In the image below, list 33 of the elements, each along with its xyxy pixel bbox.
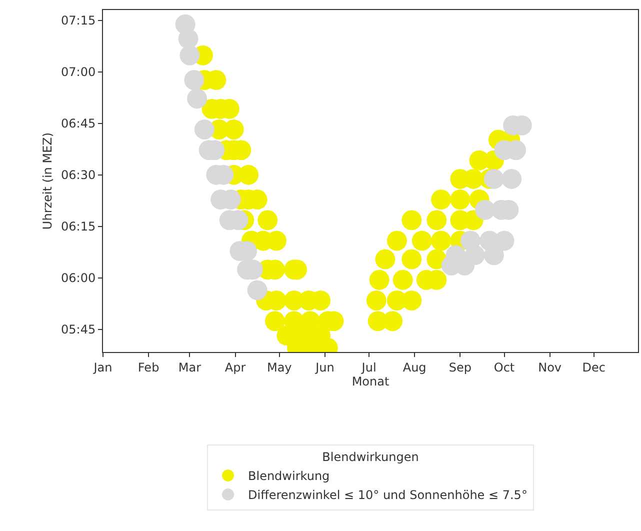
point — [194, 119, 214, 140]
point — [184, 70, 204, 90]
x-tick-label: Jan — [92, 360, 112, 374]
x-tick-label: May — [266, 360, 292, 374]
x-tick-label: Sep — [448, 360, 472, 374]
point — [475, 200, 496, 220]
x-tick-label: Oct — [494, 360, 515, 374]
x-tick-label: Feb — [138, 360, 160, 374]
y-tick-label: 06:00 — [61, 271, 96, 286]
x-tick-label: Apr — [224, 360, 246, 374]
legend-title: Blendwirkungen — [322, 450, 419, 464]
x-tick-label: Dec — [582, 360, 606, 374]
y-tick-label: 06:45 — [61, 116, 96, 131]
x-tick-label: Jun — [314, 360, 334, 374]
x-tick-label: Jul — [360, 360, 376, 374]
y-axis-title: Uhrzeit (in MEZ) — [40, 132, 54, 230]
point — [484, 168, 504, 189]
point — [247, 280, 268, 300]
point — [187, 88, 208, 109]
x-tick-label: Nov — [538, 360, 562, 374]
legend-label: Blendwirkung — [248, 469, 330, 484]
x-tick-label: Aug — [402, 360, 426, 374]
y-tick-label: 05:45 — [61, 322, 96, 337]
y-tick-label: 07:00 — [61, 65, 96, 80]
legend-label: Differenzwinkel ≤ 10° und Sonnenhöhe ≤ 7.5° — [248, 488, 528, 502]
point — [180, 45, 200, 66]
point — [502, 168, 522, 189]
y-tick-label: 07:15 — [61, 14, 96, 28]
y-tick-label: 06:15 — [61, 220, 96, 234]
point — [178, 28, 198, 49]
y-tick-label: 06:30 — [61, 168, 96, 182]
x-axis-title: Monat — [352, 374, 390, 388]
x-tick-label: Mar — [178, 360, 202, 374]
